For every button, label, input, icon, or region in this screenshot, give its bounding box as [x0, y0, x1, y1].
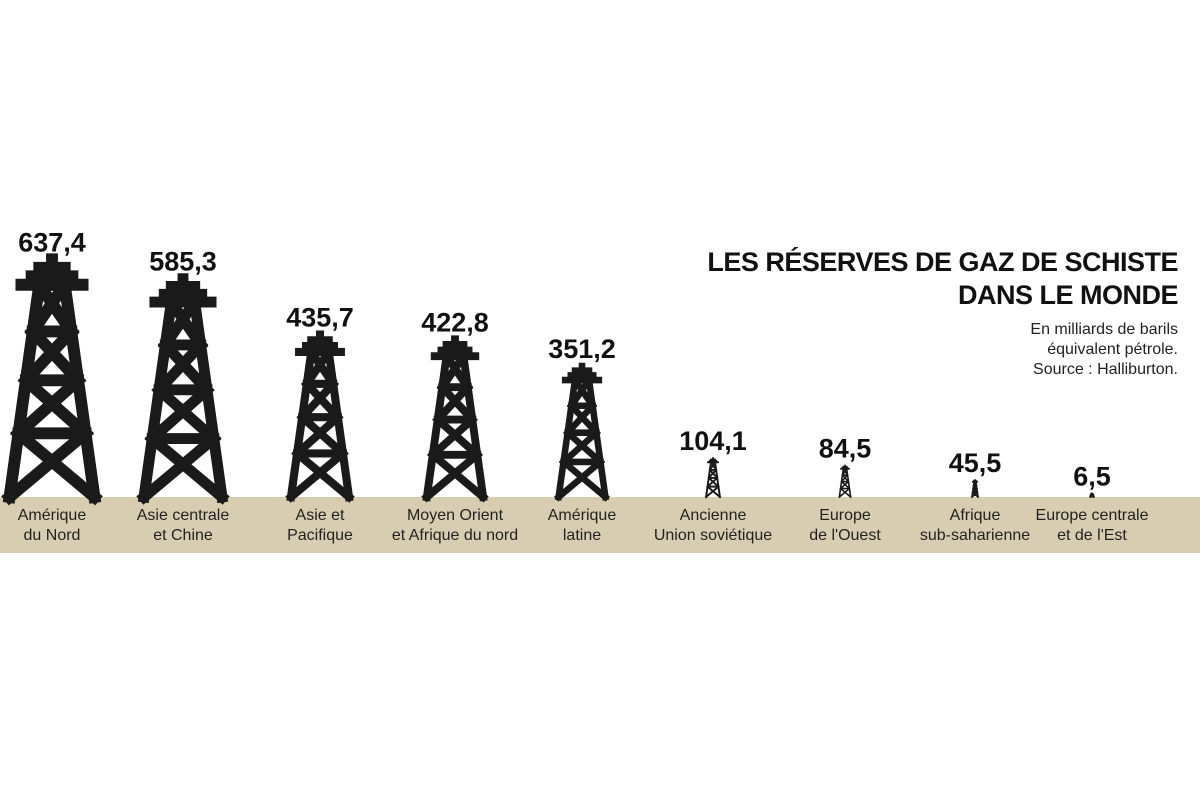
derrick — [838, 464, 852, 499]
derrick-crown — [430, 335, 480, 361]
derrick-crown — [840, 464, 850, 470]
value-label: 422,8 — [421, 307, 489, 337]
derrick — [1, 253, 103, 506]
derrick-frame — [421, 350, 489, 503]
value-label: 84,5 — [819, 433, 872, 463]
value-label: 6,5 — [1073, 461, 1111, 491]
derrick-crown — [972, 479, 978, 483]
category-label: Moyen Orient et Afrique du nord — [391, 507, 519, 544]
derrick-crown — [707, 457, 719, 464]
derrick-crown — [15, 253, 89, 291]
derrick-frame — [838, 467, 852, 499]
value-label: 104,1 — [679, 426, 747, 456]
derrick — [421, 335, 489, 503]
value-label: 351,2 — [548, 334, 616, 364]
derrick-crown — [1089, 492, 1095, 496]
category-label: Asie centrale et Chine — [136, 507, 230, 544]
ground — [0, 497, 1200, 553]
derrick — [553, 362, 611, 502]
category-label: Asie et Pacifique — [287, 507, 353, 544]
derrick — [970, 479, 980, 499]
subtitle: En milliards de barils équivalent pétrol… — [1030, 321, 1178, 358]
derrick — [136, 273, 230, 505]
derrick-crown — [561, 362, 603, 384]
derrick — [704, 457, 722, 499]
derrick-crown — [295, 330, 345, 356]
derrick-frame — [285, 346, 355, 503]
value-label: 585,3 — [149, 247, 217, 277]
source: Source : Halliburton. — [1033, 361, 1178, 378]
value-label: 435,7 — [286, 303, 354, 333]
derrick — [285, 330, 355, 503]
derrick-frame — [553, 375, 611, 502]
category-label: Amérique du Nord — [17, 507, 87, 544]
value-label: 45,5 — [949, 448, 1002, 478]
derrick-frame — [136, 294, 230, 505]
value-label: 637,4 — [18, 227, 86, 257]
category-label: Europe de l'Ouest — [809, 507, 881, 544]
derrick-frame — [970, 480, 980, 499]
category-label: Afrique sub-saharienne — [919, 507, 1031, 544]
category-label: Europe centrale et de l'Est — [1035, 507, 1149, 544]
chart-title: LES RÉSERVES DE GAZ DE SCHISTE DANS LE M… — [707, 247, 1178, 310]
derrick-frame — [1, 276, 103, 506]
derrick-frame — [704, 460, 722, 499]
category-label: Ancienne Union soviétique — [653, 507, 773, 544]
derrick-crown — [149, 273, 217, 308]
derrick — [1088, 492, 1096, 499]
category-label: Amérique latine — [547, 507, 617, 544]
